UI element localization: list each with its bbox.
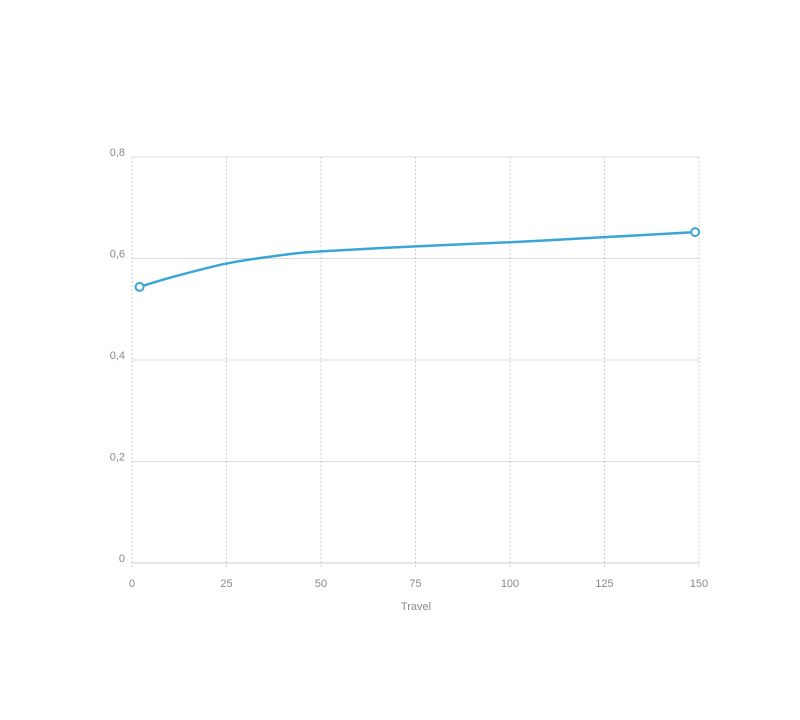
x-tick-label: 100 [501, 578, 519, 590]
y-tick-label: 0,4 [110, 350, 125, 362]
x-tick-label: 0 [129, 578, 135, 590]
x-axis-label: Travel [401, 601, 431, 613]
x-tick-label: 125 [595, 578, 613, 590]
y-tick-label: 0,6 [110, 248, 125, 260]
line [139, 230, 696, 289]
point-marker [134, 281, 145, 292]
x-tick-label: 25 [220, 578, 232, 590]
y-tick-label: 0,2 [110, 451, 125, 463]
y-tick-label: 0 [119, 553, 125, 565]
x-tick-label: 75 [409, 578, 421, 590]
x-tick-label: 150 [690, 578, 708, 590]
y-tick-label: 0,8 [110, 147, 125, 159]
point-marker [690, 227, 701, 238]
x-tick-label: 50 [315, 578, 327, 590]
